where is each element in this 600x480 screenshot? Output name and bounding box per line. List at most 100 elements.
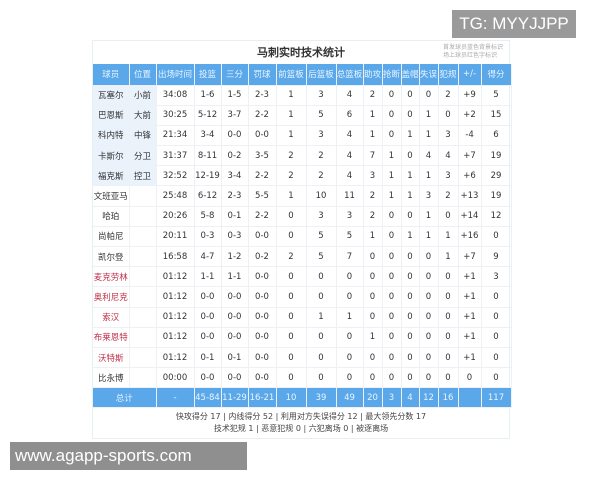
stat-cell: 0 [306, 327, 337, 348]
stat-cell: 0 [306, 367, 337, 389]
table-row: 凯尔登 16:58 4-7 1-2 0-2 2 5 7 0 0 0 0 1 +7 9 [93, 246, 512, 268]
stat-cell: 0 [276, 327, 307, 348]
stat-cell: 0 [438, 327, 459, 348]
summary-line-1: 快攻得分 17 | 内线得分 52 | 利用对方失误得分 12 | 最大领先分数… [175, 412, 427, 422]
stat-cell: 0 [419, 327, 439, 348]
stat-cell: 0 [276, 206, 307, 227]
stat-cell: 3 [336, 206, 364, 227]
stat-cell: 0 [382, 226, 402, 248]
stat-cell: 0 [401, 327, 420, 348]
stat-cell: 1 [401, 125, 420, 147]
stat-cell: 32:52 [156, 165, 195, 187]
stat-cell: 1-1 [194, 266, 222, 288]
stat-cell: 1 [438, 246, 459, 268]
column-header: 得分 [481, 64, 512, 86]
stat-cell: 大前 [129, 105, 157, 126]
stat-cell: +1 [458, 327, 482, 348]
column-header: 总篮板 [336, 64, 364, 86]
stat-cell: 0 [276, 307, 307, 328]
stat-cell: 0 [382, 85, 402, 106]
total-cell: 39 [306, 387, 337, 409]
stat-cell: +7 [458, 145, 482, 167]
stat-cell [129, 185, 157, 207]
stat-cell: 5 [336, 226, 364, 248]
column-header: 助攻 [363, 64, 383, 86]
stat-cell: 3-7 [221, 105, 249, 126]
stat-cell: 01:12 [156, 307, 195, 328]
stat-cell [129, 266, 157, 288]
stat-cell: 0 [363, 367, 383, 389]
player-name: 凯尔登 [93, 246, 130, 268]
stat-cell [129, 286, 157, 308]
stat-cell: 0 [419, 367, 439, 389]
stat-cell: 0-0 [248, 266, 277, 288]
stat-cell: 1 [363, 125, 383, 147]
stat-cell: 0-1 [221, 206, 249, 227]
stat-cell: 0-0 [248, 307, 277, 328]
stat-cell: 0 [276, 226, 307, 248]
total-row: 总计 -45-84 11-29 16-21 10 39 49 20 3 4 12 16 117 [93, 387, 512, 409]
total-cell: 11-29 [221, 387, 249, 409]
stat-cell: 16:58 [156, 246, 195, 268]
stat-cell: 2 [276, 246, 307, 268]
stat-cell: 0 [401, 367, 420, 389]
table-row: 比永博 00:00 0-0 0-0 0-0 0 0 0 0 0 0 0 0 0 0 [93, 367, 512, 389]
summary-line-2: 技术犯规 1 | 恶意犯规 0 | 六犯离场 0 | 被逐离场 [213, 424, 389, 434]
stat-cell: 6 [481, 125, 512, 147]
stat-cell: 0 [306, 286, 337, 308]
column-header: 前篮板 [276, 64, 307, 86]
stat-cell: 0-3 [221, 226, 249, 248]
stat-cell: 2 [438, 85, 459, 106]
stat-cell: 1 [276, 105, 307, 126]
stat-cell: 4-7 [194, 246, 222, 268]
stat-cell: 0-1 [194, 347, 222, 369]
stat-cell: 2-2 [248, 105, 277, 126]
stat-cell: 0 [276, 266, 307, 288]
stat-cell: 1 [419, 105, 439, 126]
legend-note: 首发球员蓝色背景标识 场上球员红色字标识 [443, 44, 503, 60]
player-name: 巴恩斯 [93, 105, 130, 126]
stat-cell: 0 [419, 286, 439, 308]
stat-cell: 4 [336, 165, 364, 187]
stat-cell: -4 [458, 125, 482, 147]
total-cell: 20 [363, 387, 383, 409]
stat-cell: 2 [363, 85, 383, 106]
stat-cell: 20:11 [156, 226, 195, 248]
stat-cell: 0 [276, 347, 307, 369]
table-row: 卡斯尔 分卫 31:37 8-11 0-2 3-5 2 2 4 7 1 0 4 4 +7 19 [93, 145, 512, 167]
stat-cell: 0 [336, 367, 364, 389]
title-text: 马刺实时技术统计 [257, 46, 345, 59]
player-name: 比永博 [93, 367, 130, 389]
table-row: 尚帕尼 20:11 0-3 0-3 0-0 0 5 5 1 0 1 1 1 +16 0 [93, 226, 512, 248]
stat-cell: 3-5 [248, 145, 277, 167]
stat-cell: +1 [458, 347, 482, 369]
watermark: TG: MYYJJPP [452, 10, 576, 38]
stat-cell: 7 [363, 145, 383, 167]
column-header: 失误 [419, 64, 439, 86]
stat-cell: 2 [276, 145, 307, 167]
total-cell: 16-21 [248, 387, 277, 409]
player-name: 卡斯尔 [93, 145, 130, 167]
stat-cell: 4 [419, 145, 439, 167]
stat-cell: 0 [401, 105, 420, 126]
stat-cell: 3 [363, 165, 383, 187]
player-name: 奥利尼克 [93, 286, 130, 308]
stat-cell: 0 [438, 206, 459, 227]
column-header: 出场时间 [156, 64, 195, 86]
stat-cell: 3 [481, 266, 512, 288]
table-row: 瓦塞尔 小前 34:08 1-6 1-5 2-3 1 3 4 2 0 0 0 2 +9 5 [93, 85, 512, 106]
stat-cell [129, 307, 157, 328]
table-row: 福克斯 控卫 32:52 12-19 3-4 2-2 2 2 4 3 1 1 1 3 +6 29 [93, 165, 512, 187]
stat-cell: 7 [336, 246, 364, 268]
table-row: 科内特 中锋 21:34 3-4 0-0 0-0 1 3 4 1 0 1 1 3 -4 6 [93, 125, 512, 147]
stat-cell: 0 [363, 246, 383, 268]
player-name: 麦克劳林 [93, 266, 130, 288]
stat-cell: 0 [419, 347, 439, 369]
stat-cell: 4 [336, 85, 364, 106]
stat-cell: 0 [336, 266, 364, 288]
stat-cell: 3-4 [194, 125, 222, 147]
stat-cell: +2 [458, 105, 482, 126]
stat-cell: 1 [401, 226, 420, 248]
stat-cell: 12 [481, 206, 512, 227]
stat-cell: 0 [382, 125, 402, 147]
